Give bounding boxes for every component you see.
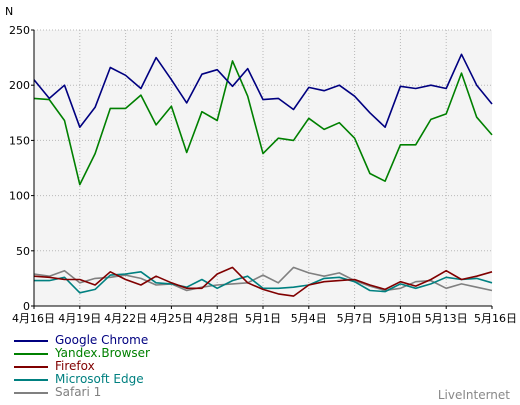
grid [34, 29, 492, 306]
legend: Google Chrome Yandex.Browser Firefox Mic… [14, 334, 314, 399]
legend-item-firefox: Firefox [14, 360, 314, 373]
legend-swatch [14, 340, 48, 342]
x-tick-label: 4月25日 [150, 312, 193, 325]
legend-item-safari: Safari 1 [14, 386, 314, 399]
x-tick-label: 5月10日 [379, 312, 422, 325]
x-tick-label: 5月16日 [474, 312, 517, 325]
x-tick-label: 5月1日 [245, 312, 281, 325]
legend-label: Safari 1 [55, 385, 102, 399]
x-tick-label: 4月16日 [12, 312, 55, 325]
series-line-google-chrome [33, 53, 493, 128]
legend-label: Firefox [55, 359, 95, 373]
ticks: 0 50 100 150 200 250 4月16日 4月19日 4月22日 4月25日 4月28日… [9, 24, 517, 325]
legend-swatch [14, 379, 48, 381]
legend-item-microsoft-edge: Microsoft Edge [14, 373, 314, 386]
legend-swatch [14, 392, 48, 394]
y-tick-label: 250 [9, 24, 30, 37]
x-tick-label: 4月19日 [58, 312, 101, 325]
legend-label: Microsoft Edge [55, 372, 144, 386]
y-tick-label: 150 [9, 134, 30, 147]
legend-swatch [14, 366, 48, 368]
y-tick-label: 0 [23, 300, 30, 313]
y-tick-label: 50 [16, 245, 30, 258]
y-tick-label: 200 [9, 79, 30, 92]
x-tick-label: 5月4日 [291, 312, 327, 325]
legend-label: Google Chrome [55, 333, 149, 347]
series-line-microsoft-edge [34, 270, 493, 294]
x-tick-label: 5月13日 [425, 312, 468, 325]
y-axis-label: N [5, 5, 13, 18]
liveinternet-brand[interactable]: LiveInternet [437, 388, 510, 402]
legend-swatch [14, 353, 48, 355]
x-tick-label: 5月7日 [337, 312, 373, 325]
series-lines [33, 53, 493, 297]
legend-label: Yandex.Browser [55, 346, 150, 360]
y-tick-label: 100 [9, 190, 30, 203]
legend-item-google-chrome: Google Chrome [14, 334, 314, 347]
series-line-firefox [33, 266, 493, 297]
x-tick-label: 4月28日 [196, 312, 239, 325]
series-line-safari-1 [33, 266, 493, 292]
legend-item-yandex-browser: Yandex.Browser [14, 347, 314, 360]
x-tick-label: 4月22日 [104, 312, 147, 325]
series-line-yandex-browser [33, 60, 493, 186]
